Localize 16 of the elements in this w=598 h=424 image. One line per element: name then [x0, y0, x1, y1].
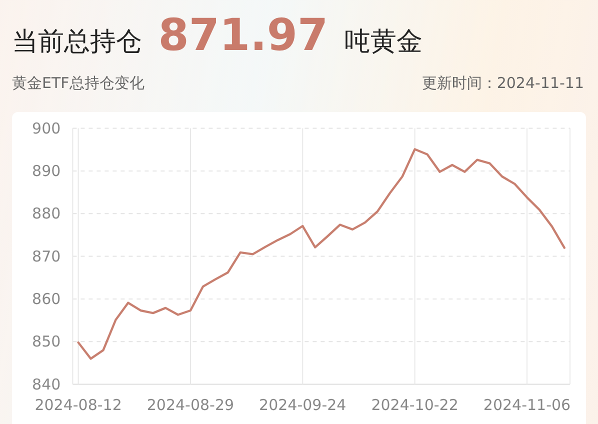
- y-tick-label: 890: [32, 162, 61, 180]
- y-tick-label: 870: [32, 247, 61, 266]
- y-tick-label: 860: [32, 290, 61, 308]
- x-tick-label: 2024-08-12: [34, 396, 122, 414]
- x-tick-label: 2024-10-22: [371, 396, 458, 414]
- x-tick-label: 2024-09-24: [259, 396, 346, 414]
- y-tick-label: 850: [32, 332, 61, 351]
- x-tick-label: 2024-11-06: [483, 396, 571, 414]
- y-tick-label: 900: [32, 119, 61, 138]
- x-tick-label: 2024-08-29: [146, 396, 234, 414]
- chart-title: 当前总持仓 871.97 吨黄金: [12, 10, 422, 61]
- text: 更新时间：2024-11-11: [422, 74, 584, 93]
- line-series: [77, 148, 566, 360]
- y-tick-label: 840: [32, 375, 61, 394]
- y-tick-label: 880: [32, 204, 61, 223]
- chart-subtitle: 黄金ETF总持仓变化: [12, 74, 144, 93]
